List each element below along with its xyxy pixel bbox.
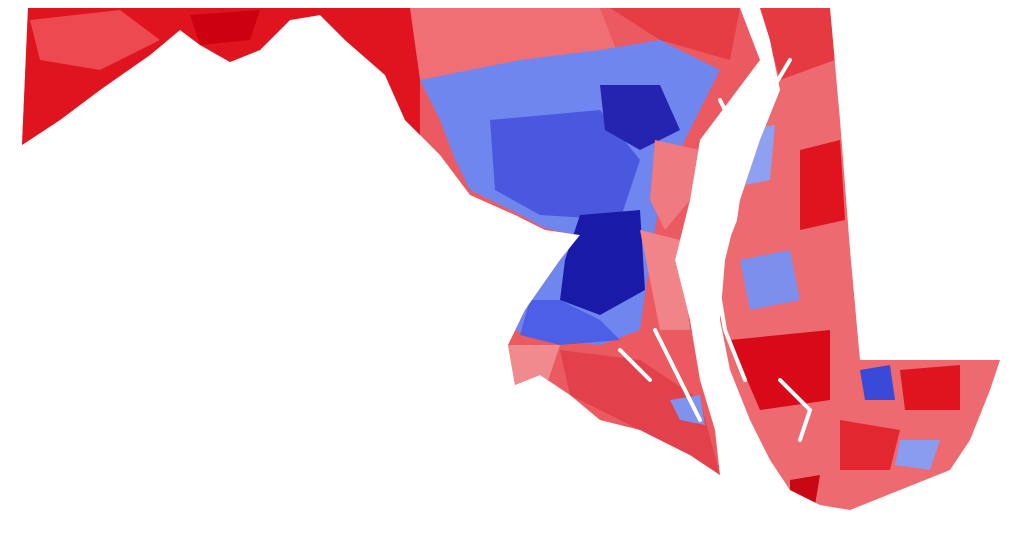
region [670, 395, 705, 425]
region [600, 85, 680, 150]
region [560, 210, 645, 315]
region [30, 10, 160, 70]
region [520, 300, 620, 345]
river [778, 378, 813, 442]
river [618, 348, 652, 382]
eastern-shore [720, 8, 1000, 510]
river [712, 98, 748, 382]
region [650, 140, 700, 230]
western-shore [22, 8, 760, 475]
region [730, 330, 830, 410]
region [840, 420, 900, 470]
region [505, 345, 560, 390]
region [760, 8, 835, 80]
region [790, 475, 820, 505]
region [800, 140, 845, 230]
region [740, 250, 800, 310]
waterways [618, 58, 813, 442]
region [190, 10, 260, 45]
region [895, 440, 940, 470]
river [758, 58, 792, 112]
region [900, 365, 960, 410]
river [653, 328, 702, 422]
region [860, 365, 895, 400]
region [610, 8, 740, 60]
region [560, 350, 720, 475]
region [490, 110, 640, 220]
